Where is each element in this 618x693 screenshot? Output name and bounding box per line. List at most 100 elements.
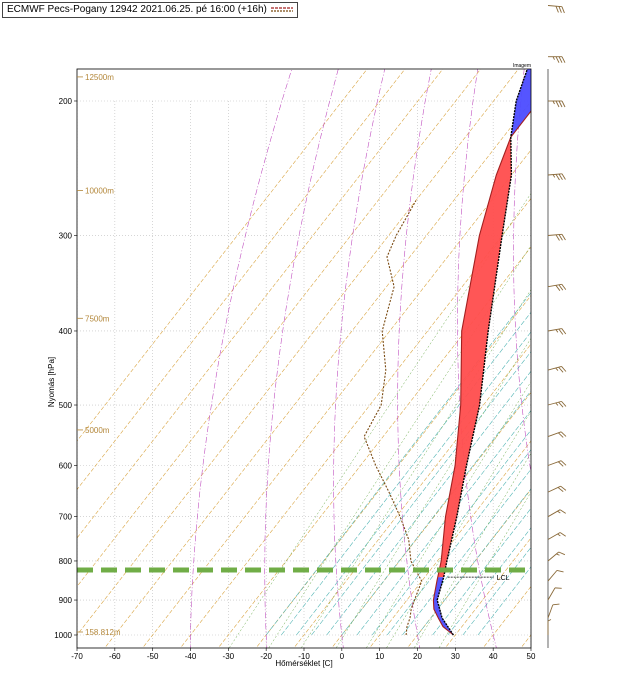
wind-barb-staff (547, 431, 562, 438)
moist-adiabat-line (296, 331, 531, 636)
x-tick-label: 40 (489, 652, 498, 661)
wind-barb-half-flag (555, 367, 559, 371)
cin-area-upper (510, 69, 531, 139)
wind-barb-flag (560, 485, 567, 491)
x-tick-label: -60 (109, 652, 121, 661)
moist-adiabat-line (356, 410, 531, 636)
wind-barb-icon (547, 551, 566, 562)
wind-barb-flag (561, 234, 566, 241)
wind-barb-flag (555, 6, 559, 13)
isotherm-line (369, 440, 531, 648)
wind-barb-half-flag (552, 174, 556, 178)
isotherm-line (77, 69, 482, 587)
mixing-ratio-line (365, 381, 531, 648)
moist-adiabat-line (265, 292, 531, 636)
wind-barb-icon (547, 328, 567, 335)
wind-barb-icon (547, 619, 552, 635)
wind-barb-half-flag (547, 619, 552, 622)
isotherm-line (142, 149, 531, 648)
y-tick-label: 400 (59, 327, 73, 336)
wind-barb-flag (561, 284, 567, 290)
mixing-ratio-line (268, 245, 531, 648)
wind-barb-flag (558, 551, 566, 556)
isotherm-line (331, 391, 531, 648)
wind-barb-flag (558, 56, 563, 63)
wind-barb-half-flag (556, 553, 560, 556)
height-label: 5000m (85, 426, 110, 435)
wind-barb-icon (547, 485, 567, 493)
wind-barb-flag (557, 487, 564, 492)
cape-cin-areas (433, 69, 531, 635)
wind-barb-flag (558, 401, 564, 408)
wind-barb-flag (558, 328, 564, 335)
wind-barb-staff (547, 5, 562, 8)
x-tick-label: 10 (375, 652, 384, 661)
wind-barb-flag (558, 234, 563, 241)
axes: -70 -60 -50 -40 -30 -20 -10 0 10 20 30 40 50 1000 900 8… (54, 97, 536, 661)
wind-barb-staff (547, 551, 560, 562)
moist-adiabat-line (281, 311, 531, 636)
wind-barb-staff (547, 485, 561, 493)
wind-barb-staff (547, 173, 562, 176)
wind-barb-staff (547, 366, 562, 371)
chart-title-box: ECMWF Pecs-Pogany 12942 2021.06.25. pé 1… (2, 2, 298, 18)
mixing-ratio-line (413, 452, 531, 648)
wind-barb-flag (555, 285, 561, 291)
legend-swatch-icon (270, 7, 293, 12)
height-label: 10000m (85, 187, 114, 196)
isotherm-line (482, 586, 531, 648)
mixing-ratio-line (228, 192, 531, 648)
dry-adiabat-line (397, 69, 432, 648)
y-tick-label: 800 (59, 557, 73, 566)
wind-barb-flag (561, 173, 566, 180)
wind-barb-flag (556, 569, 564, 573)
dewpoint-line (363, 200, 423, 636)
wind-barb-icon (547, 460, 567, 467)
wind-barb-icon (547, 587, 562, 601)
moist-adiabat-line (311, 351, 531, 636)
cape-area (437, 138, 512, 578)
wind-barb-staff (547, 532, 561, 540)
mixing-ratio-line (300, 289, 531, 648)
wind-barb-flag (560, 431, 567, 437)
wind-barb-flag (555, 100, 560, 108)
wind-barb-flag (555, 56, 560, 63)
moist-adiabat-line (477, 566, 531, 636)
wind-barb-half-flag (552, 100, 555, 105)
wind-barb-half-flag (555, 402, 559, 406)
wind-barb-icon (548, 100, 566, 108)
chart-title: ECMWF Pecs-Pogany 12942 2021.06.25. pé 1… (7, 4, 267, 15)
wind-barb-flag (561, 6, 565, 14)
wind-barb-icon (547, 603, 560, 619)
x-tick-label: -50 (147, 652, 159, 661)
wind-barb-flag (558, 432, 564, 438)
wind-barb-half-flag (555, 329, 559, 333)
y-axis-title: Nyomás [hPa] (47, 357, 56, 407)
wind-barb-flag (558, 173, 563, 180)
x-tick-label: 50 (527, 652, 536, 661)
wind-barb-icon (547, 400, 567, 408)
y-tick-label: 500 (59, 401, 73, 410)
wind-barb-staff (547, 604, 554, 619)
wind-barb-flag (555, 234, 560, 241)
wind-barb-half-flag (552, 56, 555, 60)
x-tick-label: -10 (298, 652, 310, 661)
wind-barb-flag (555, 174, 560, 181)
isotherm-line (255, 294, 531, 648)
wind-barb-staff (547, 400, 562, 406)
wind-barb-staff (547, 570, 558, 582)
x-tick-label: 30 (451, 652, 460, 661)
wind-barb-flag (561, 366, 567, 372)
wind-barb-flag (558, 6, 562, 13)
x-tick-label: -40 (185, 652, 197, 661)
y-tick-label: 1000 (54, 631, 72, 640)
moist-adiabat-line (386, 449, 531, 636)
wind-barb-flag (558, 366, 564, 373)
wind-barb-icon (547, 366, 567, 373)
height-label: 158.812m (85, 628, 121, 637)
wind-barb-flag (559, 532, 566, 537)
wind-barb-icon (547, 5, 565, 14)
highlight-layer (77, 567, 531, 578)
wind-barb-staff (547, 460, 562, 466)
dry-adiabat-line (333, 69, 386, 648)
